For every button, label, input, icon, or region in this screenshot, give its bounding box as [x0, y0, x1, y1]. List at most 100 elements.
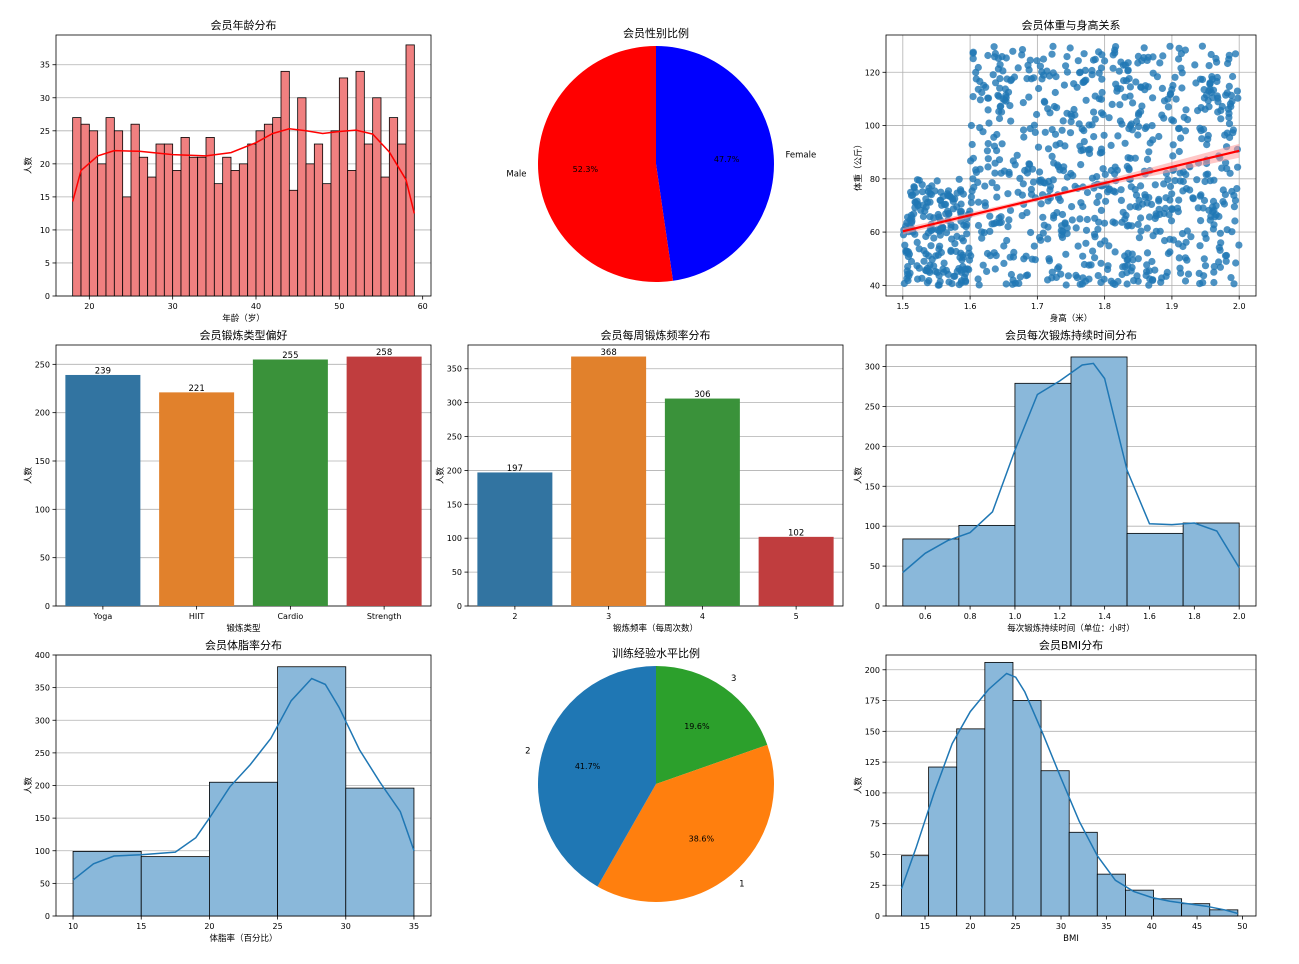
duration-xtick-label: 1.8 [1188, 612, 1201, 621]
weight_height-point [1209, 86, 1218, 94]
age-ytick-label: 0 [45, 292, 50, 301]
age-ytick-label: 10 [40, 226, 50, 235]
weight_height-point [1219, 186, 1227, 194]
age-bar-35 [363, 143, 374, 297]
age-bar-1 [80, 123, 90, 297]
frequency-bar-0 [477, 472, 553, 606]
weight_height-point [1217, 239, 1225, 247]
frequency-ytick-label: 150 [447, 500, 462, 509]
gender-slice-label-0: Female [785, 151, 816, 161]
weight_height-point [910, 183, 918, 191]
experience-pie: 训练经验水平比例 3 19.6% 1 38.6% 2 41.7% [525, 646, 775, 903]
weight_height-point [1031, 128, 1039, 136]
workout_type-ytick-label: 200 [35, 409, 50, 418]
weight_height-point [1120, 77, 1128, 85]
weight_height-point [1202, 171, 1210, 179]
weight_height-point [986, 227, 994, 235]
weight_height-point [1000, 167, 1009, 175]
weight_height-point [1171, 73, 1179, 81]
weight_height-ylabel: 体重（公斤） [853, 140, 864, 191]
age-kde-line [71, 128, 416, 214]
weight_height-point [1080, 50, 1088, 58]
weight_height-point [992, 252, 1000, 260]
weight_height-point [1109, 51, 1117, 59]
weight_height-point [1030, 242, 1038, 250]
weight_height-point [1205, 62, 1213, 70]
weight_height-point [1164, 176, 1172, 184]
frequency-ytick-label: 50 [452, 568, 462, 577]
gender-title: 会员性别比例 [623, 26, 689, 40]
weight_height-point [1228, 228, 1236, 236]
fat-ytick-label: 0 [45, 912, 50, 921]
weight_height-point [1184, 270, 1193, 278]
weight_height-point [1226, 100, 1234, 108]
weight_height-point [984, 51, 992, 60]
duration-xtick-label: 1.0 [1009, 612, 1022, 621]
weight_height-xlabel: 身高（米） [1050, 313, 1093, 324]
weight_height-point [1039, 213, 1047, 221]
weight_height-point [1156, 59, 1164, 67]
weight_height-point [1078, 125, 1086, 133]
weight_height-point [1080, 138, 1088, 146]
age-ytick-label: 20 [40, 160, 50, 169]
weight_height-point [1039, 55, 1048, 63]
weight_height-point [1105, 186, 1113, 194]
weight_height-point [1175, 254, 1183, 262]
weight_height-point [905, 250, 914, 258]
experience-slice-label-0: 3 [731, 674, 736, 684]
weight_height-point [1229, 72, 1237, 81]
weight_height-point [1121, 215, 1129, 223]
weight_height-point [1046, 186, 1054, 194]
weight_height-point [1007, 117, 1015, 125]
weight_height-point [907, 257, 916, 266]
bmi-bar-2 [956, 728, 986, 917]
weight_height-point [996, 61, 1004, 69]
weight_height-point [1179, 242, 1187, 251]
workout_type-bar-3 [346, 356, 422, 606]
frequency-ytick-label: 350 [447, 365, 462, 374]
weight_height-point [1000, 259, 1008, 267]
weight_height-point [913, 262, 921, 270]
fat-ytick-label: 250 [35, 749, 50, 758]
weight_height-point [1227, 274, 1235, 282]
weight_height-regression-line [902, 149, 1240, 233]
duration-ytick-label: 200 [865, 442, 880, 451]
weight_height-point [1095, 218, 1103, 226]
weight_height-point [1128, 126, 1136, 134]
age-bar-8 [138, 156, 149, 297]
weight_height-point [988, 179, 996, 187]
weight_height-point [969, 93, 977, 101]
fat-kde-line [72, 677, 415, 881]
weight_height-point [1219, 198, 1227, 206]
weight_height-ytick-label: 40 [870, 281, 880, 290]
bmi-ytick-label: 125 [865, 758, 880, 767]
gender-slice-pct-0: 47.7% [714, 155, 740, 164]
weight_height-point [951, 240, 959, 248]
duration-ytick-label: 150 [865, 482, 880, 491]
weight_height-point [1118, 120, 1126, 128]
workout_type-bar-label-1: 221 [189, 384, 205, 394]
bmi-ytick-label: 200 [865, 666, 880, 675]
weight_height-point [1101, 57, 1109, 65]
workout_type-xtick-label: Strength [367, 612, 402, 621]
weight_height-point [974, 221, 983, 230]
weight_height-point [1097, 109, 1106, 117]
weight_height-point [914, 275, 922, 283]
weight_height-point [912, 188, 920, 196]
bmi-bar-5 [1040, 770, 1070, 917]
weight_height-point [1198, 75, 1207, 84]
weight_height-point [1009, 47, 1017, 55]
weight_height-point [1189, 195, 1197, 203]
duration-bar-0 [902, 538, 960, 607]
weight_height-point [1085, 149, 1094, 158]
weight_height-point [1037, 176, 1045, 184]
weight_height-point [1225, 82, 1233, 90]
weight_height-point [967, 121, 976, 130]
weight_height-point [1107, 277, 1115, 285]
weight_height-point [984, 106, 992, 114]
bmi-ytick-label: 0 [875, 912, 880, 921]
weight_height-point [984, 140, 992, 148]
weight_height-point [1175, 196, 1183, 204]
weight_height-point [1068, 203, 1076, 211]
weight_height-point [1179, 168, 1187, 176]
